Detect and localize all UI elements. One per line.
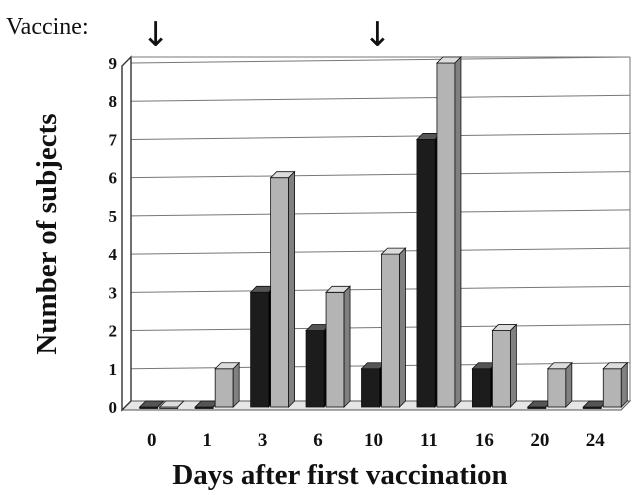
bar-dark-day-10-face [361,368,380,408]
vaccine-arrow-day-10: ↓ [363,15,392,55]
y-tick-label: 0 [109,398,118,417]
bar-light-day-16-side [509,323,517,408]
gridline [130,209,631,217]
plot-frame [120,55,632,412]
x-tick-label: 10 [364,430,383,451]
bar-light-day-11 [435,56,462,408]
gridline [130,171,631,179]
bar-light-day-16 [491,323,518,408]
bar-light-day-3-face [270,177,290,408]
x-axis-title: Days after first vaccination [172,459,507,491]
y-tick-label: 8 [109,92,118,111]
y-tick-label: 4 [109,245,118,264]
bar-light-day-24-side [620,361,628,408]
gridline [130,56,631,64]
bar-light-day-24-face [602,368,622,408]
bar-dark-day-6-face [305,330,325,408]
gridlines [125,56,631,408]
bar-light-day-6-face [325,291,345,408]
bar-light-day-10-side [399,247,406,408]
bar-dark-day-16-face [471,368,491,408]
x-tick-label: 0 [147,430,157,451]
y-tick-label: 1 [109,360,118,379]
bar-light-day-1-side [232,361,240,408]
x-tick-label: 24 [586,430,606,451]
bar-dark-day-3-face [250,291,270,408]
y-tick-label: 7 [109,130,118,149]
bar-dark-day-16 [471,361,498,408]
y-tick-label: 2 [109,322,118,341]
gridline [130,247,631,255]
bar-dark-day-0 [138,400,165,409]
bar-dark-day-0-side [157,400,165,408]
bars [138,56,629,409]
y-axis-wall [121,55,132,412]
bar-light-day-20 [546,361,573,408]
bar-light-day-0-side [177,400,185,408]
bar-light-day-1-face [214,368,234,408]
y-tick-label: 9 [109,54,118,73]
y-tick-labels: 0 1 2 3 4 5 6 7 8 9 [109,54,118,417]
bar-light-day-11-face [436,62,456,408]
x-tick-label: 16 [475,430,494,451]
y-axis-title: Number of subjects [31,113,63,354]
vaccine-label: Vaccine: [6,14,89,40]
y-tick-label: 6 [109,169,118,188]
vaccine-annotations: ↓ ↓ [141,15,391,55]
bar-light-day-1 [214,361,241,408]
vaccine-arrow-day-0: ↓ [141,15,170,55]
x-tick-label: 1 [202,430,212,451]
bar-light-day-10-face [381,253,400,408]
x-tick-label: 20 [530,430,549,451]
bar-dark-day-11-face [416,139,436,408]
gridline [130,285,631,293]
bar-light-day-0 [158,400,185,409]
bar-light-day-3-side [288,170,296,408]
bar-light-day-20-side [565,361,573,408]
x-tick-label: 3 [258,430,268,451]
bar-light-day-6 [325,285,352,408]
x-tick-label: 6 [313,430,323,451]
bar-light-day-6-side [343,285,351,408]
gridline [130,94,631,102]
y-tick-label: 5 [109,207,118,226]
bar-light-day-11-side [454,56,462,408]
bar-light-day-3 [269,170,296,408]
x-tick-labels: 0 1 3 6 10 11 16 20 24 [147,430,605,451]
x-tick-label: 11 [420,430,438,451]
bar-light-day-10 [380,247,407,408]
bar-light-day-20-face [547,368,567,408]
gridline [130,132,631,140]
bar-light-day-24 [602,361,629,408]
gridline [130,324,631,332]
bar-light-day-16-face [491,330,511,408]
y-tick-label: 3 [109,283,118,302]
